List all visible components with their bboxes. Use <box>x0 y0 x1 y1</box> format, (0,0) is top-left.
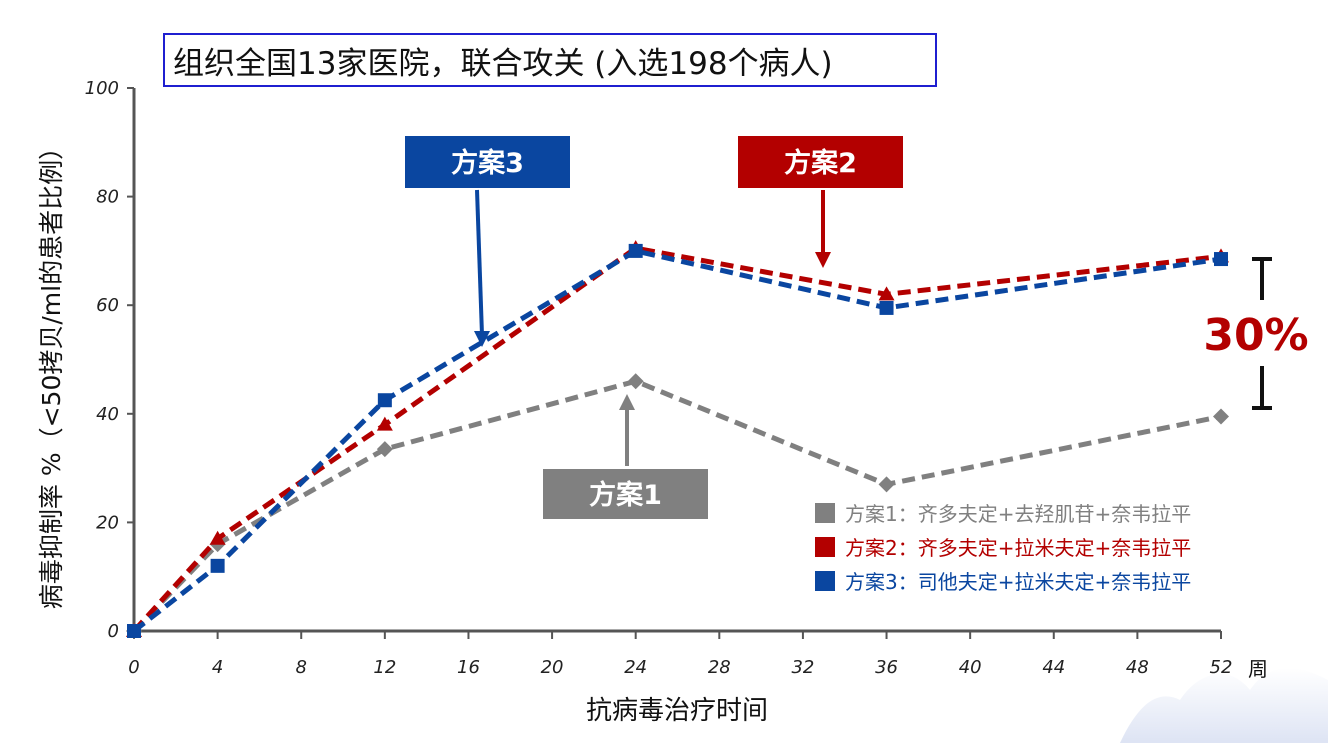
x-tick-label: 20 <box>541 657 564 678</box>
callout-box <box>543 469 708 519</box>
legend-label: 方案2：齐多夫定+拉米夫定+奈韦拉平 <box>845 536 1191 560</box>
legend-item-3: 方案3：司他夫定+拉米夫定+奈韦拉平 <box>815 570 1191 594</box>
data-point <box>210 558 225 573</box>
x-tick-label: 52 <box>1210 657 1233 678</box>
data-point <box>879 300 894 315</box>
callout-方案3: 方案3 <box>405 136 570 347</box>
callout-arrow-head <box>619 394 635 410</box>
x-tick-label: 12 <box>373 657 396 678</box>
difference-label: 30% <box>1203 310 1308 361</box>
series-line-1 <box>132 378 1222 633</box>
x-tick-label: 4 <box>212 657 223 678</box>
legend-swatch <box>815 503 835 523</box>
data-point <box>376 416 393 431</box>
callout-label: 方案1 <box>589 479 662 511</box>
callout-box <box>738 136 903 188</box>
series-line-3 <box>132 248 1222 633</box>
chart-title: 组织全国13家医院，联合攻关 (入选198个病人) <box>163 33 937 87</box>
callout-方案2: 方案2 <box>738 136 903 268</box>
x-tick-label: 44 <box>1042 657 1065 678</box>
x-tick-label: 36 <box>875 657 898 678</box>
series-3 <box>127 243 1228 638</box>
x-tick-label: 40 <box>959 657 982 678</box>
x-tick-label: 28 <box>708 657 731 678</box>
data-point <box>878 286 895 301</box>
y-axis-label: 病毒抑制率 %（<50拷贝/ml的患者比例） <box>37 135 66 609</box>
x-tick-label: 0 <box>128 657 139 678</box>
callout-label: 方案3 <box>451 147 524 179</box>
legend-swatch <box>815 537 835 557</box>
data-point <box>628 243 643 258</box>
y-tick-label: 40 <box>96 404 119 425</box>
callout-arrow-head <box>815 252 831 268</box>
difference-annotation: 30% <box>1203 257 1309 410</box>
data-point <box>627 373 644 390</box>
callout-方案1: 方案1 <box>543 394 708 519</box>
x-tick-label: 8 <box>296 657 307 678</box>
x-tick-label: 16 <box>457 657 480 678</box>
series-line-2 <box>132 245 1222 633</box>
data-point <box>376 441 393 458</box>
legend-item-2: 方案2：齐多夫定+拉米夫定+奈韦拉平 <box>815 536 1191 560</box>
legend-item-1: 方案1：齐多夫定+去羟肌苷+奈韦拉平 <box>815 502 1191 526</box>
legend-label: 方案3：司他夫定+拉米夫定+奈韦拉平 <box>845 570 1191 594</box>
y-tick-label: 100 <box>85 78 119 99</box>
y-tick-label: 80 <box>96 187 119 208</box>
data-point <box>878 476 895 493</box>
legend-swatch <box>815 571 835 591</box>
callout-arrow-head <box>474 331 490 347</box>
callout-box <box>405 136 570 188</box>
x-tick-label: 24 <box>624 657 647 678</box>
x-tick-label: 32 <box>791 657 814 678</box>
data-point <box>1213 408 1229 425</box>
data-point <box>127 624 141 638</box>
x-axis-label: 抗病毒治疗时间 <box>586 696 768 726</box>
y-tick-label: 20 <box>96 512 119 533</box>
y-tick-label: 0 <box>108 621 119 642</box>
callout-label: 方案2 <box>784 147 857 179</box>
data-point <box>209 530 226 545</box>
data-point <box>377 393 392 408</box>
y-tick-label: 60 <box>96 295 119 316</box>
data-point <box>1214 252 1228 267</box>
x-unit-label: 周 <box>1248 657 1268 681</box>
callout-arrow-shaft <box>475 189 484 336</box>
x-tick-label: 48 <box>1126 657 1149 678</box>
legend-label: 方案1：齐多夫定+去羟肌苷+奈韦拉平 <box>845 502 1191 526</box>
watermark-decoration <box>1120 668 1328 743</box>
